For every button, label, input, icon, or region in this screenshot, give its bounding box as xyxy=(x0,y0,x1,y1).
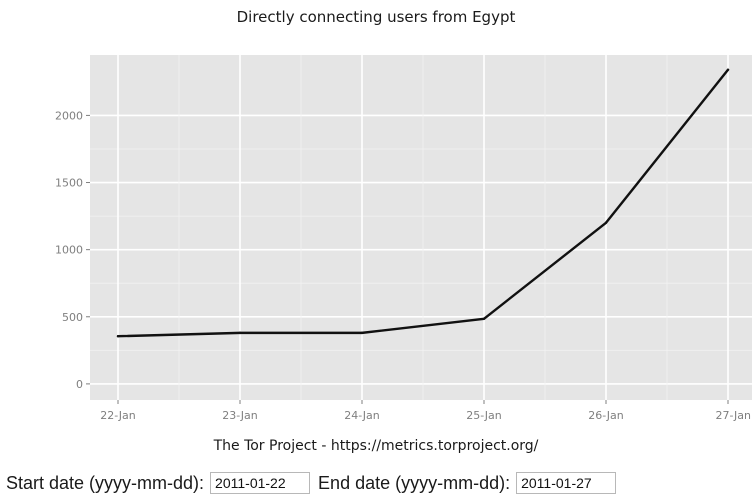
x-tick-label: 24-Jan xyxy=(344,409,380,422)
series-layer xyxy=(116,68,730,338)
x-tick-label: 22-Jan xyxy=(100,409,136,422)
series-line xyxy=(116,68,730,338)
data-point xyxy=(238,331,242,335)
y-tick-label: 1500 xyxy=(55,177,83,190)
start-date-label: Start date (yyyy-mm-dd): xyxy=(6,472,205,493)
y-tick-label: 500 xyxy=(62,311,83,324)
date-range-form: Start date (yyyy-mm-dd): End date (yyyy-… xyxy=(6,470,617,496)
grid-lines xyxy=(90,55,752,400)
y-tick-label: 0 xyxy=(76,378,83,391)
y-tick-label: 2000 xyxy=(55,109,83,122)
y-tick-label: 1000 xyxy=(55,244,83,257)
plot-panel xyxy=(90,55,752,400)
x-tick-label: 27-Jan xyxy=(715,409,751,422)
axis-ticks: 0 500 1000 1500 2000 22-Jan 23-Jan 24-Jan 25-Jan… xyxy=(55,109,751,422)
line-chart: 0 500 1000 1500 2000 22-Jan 23-Jan 24-Jan 25-Jan… xyxy=(55,55,752,422)
credit-text: The Tor Project - https://metrics.torpro… xyxy=(213,438,539,454)
start-date-input[interactable] xyxy=(210,472,311,494)
end-date-label: End date (yyyy-mm-dd): xyxy=(318,472,511,493)
data-point xyxy=(604,221,608,225)
data-point xyxy=(360,331,364,335)
end-date-input[interactable] xyxy=(516,472,617,494)
chart-title: Directly connecting users from Egypt xyxy=(236,8,516,26)
x-tick-label: 23-Jan xyxy=(222,409,258,422)
x-tick-label: 25-Jan xyxy=(466,409,502,422)
x-tick-label: 26-Jan xyxy=(588,409,624,422)
data-point xyxy=(482,317,486,320)
data-point xyxy=(726,68,730,71)
data-point xyxy=(116,335,120,338)
